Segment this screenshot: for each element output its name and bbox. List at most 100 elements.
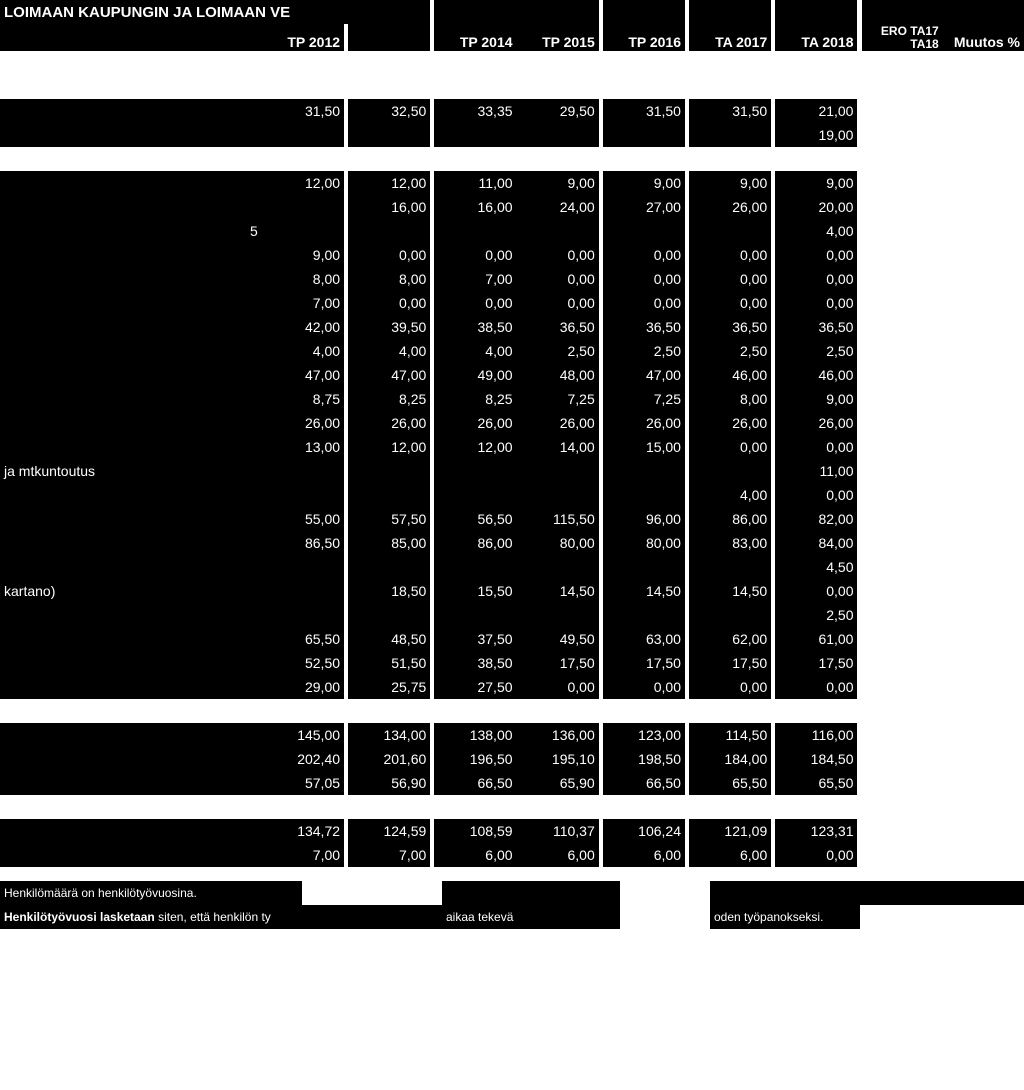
cell: 16,00 xyxy=(348,195,430,219)
cell-muutos xyxy=(943,603,1024,627)
cell: 21,00 xyxy=(775,99,857,123)
cell-ero xyxy=(862,219,943,243)
cell-muutos xyxy=(943,411,1024,435)
cell: 65,90 xyxy=(517,771,599,795)
note-row-1: Henkilömäärä on henkilötyövuosina. xyxy=(0,881,1024,905)
col-tp2012: TP 2012 xyxy=(262,24,344,51)
cell: 123,00 xyxy=(603,723,685,747)
cell: 31,50 xyxy=(689,99,771,123)
table-row: 65,5048,5037,5049,5063,0062,0061,00 xyxy=(0,627,1024,651)
cell: 195,10 xyxy=(517,747,599,771)
cell: 17,50 xyxy=(689,651,771,675)
cell: 24,00 xyxy=(517,195,599,219)
cell: 8,00 xyxy=(262,267,344,291)
cell-muutos xyxy=(943,675,1024,699)
cell xyxy=(689,603,771,627)
cell xyxy=(603,459,685,483)
cell: 7,00 xyxy=(434,267,516,291)
cell: 83,00 xyxy=(689,531,771,555)
note2c: aikaa tekevä xyxy=(442,905,620,929)
cell: 2,50 xyxy=(689,339,771,363)
cell: 12,00 xyxy=(434,435,516,459)
col-tp2014: TP 2014 xyxy=(434,24,516,51)
cell: 121,09 xyxy=(689,819,771,843)
cell: 13,00 xyxy=(262,435,344,459)
cell: 4,00 xyxy=(434,339,516,363)
col-tp2013 xyxy=(348,24,430,51)
cell-muutos xyxy=(943,459,1024,483)
table-row: 54,00 xyxy=(0,219,1024,243)
cell: 106,24 xyxy=(603,819,685,843)
table-row: 12,0012,0011,009,009,009,009,00 xyxy=(0,171,1024,195)
row-label xyxy=(0,363,262,387)
cell xyxy=(348,123,430,147)
row-label xyxy=(0,675,262,699)
cell: 57,05 xyxy=(262,771,344,795)
cell: 26,00 xyxy=(517,411,599,435)
table-row: 2,50 xyxy=(0,603,1024,627)
cell: 65,50 xyxy=(775,771,857,795)
cell: 8,25 xyxy=(434,387,516,411)
cell: 11,00 xyxy=(434,171,516,195)
cell: 4,00 xyxy=(775,219,857,243)
cell-ero xyxy=(862,555,943,579)
row-label: 5 xyxy=(0,219,262,243)
cell-ero xyxy=(862,531,943,555)
cell-muutos xyxy=(943,339,1024,363)
cell-muutos xyxy=(943,651,1024,675)
cell-ero xyxy=(862,363,943,387)
cell-ero xyxy=(862,99,943,123)
row-label xyxy=(0,123,262,147)
table-title: LOIMAAN KAUPUNGIN JA LOIMAAN VE xyxy=(0,0,430,24)
row-label xyxy=(0,555,262,579)
cell: 26,00 xyxy=(603,411,685,435)
cell xyxy=(348,483,430,507)
table-row: 4,50 xyxy=(0,555,1024,579)
cell-ero xyxy=(862,459,943,483)
cell: 0,00 xyxy=(689,267,771,291)
cell xyxy=(348,555,430,579)
cell: 2,50 xyxy=(603,339,685,363)
note1: Henkilömäärä on henkilötyövuosina. xyxy=(0,881,302,905)
cell: 96,00 xyxy=(603,507,685,531)
cell: 134,00 xyxy=(348,723,430,747)
cell: 65,50 xyxy=(262,627,344,651)
cell-ero xyxy=(862,771,943,795)
cell-ero xyxy=(862,843,943,867)
cell: 0,00 xyxy=(689,675,771,699)
cell: 0,00 xyxy=(689,291,771,315)
cell: 7,25 xyxy=(517,387,599,411)
cell-ero xyxy=(862,195,943,219)
cell xyxy=(262,123,344,147)
cell: 110,37 xyxy=(517,819,599,843)
row-label xyxy=(0,819,262,843)
cell: 0,00 xyxy=(517,267,599,291)
cell xyxy=(603,483,685,507)
cell: 116,00 xyxy=(775,723,857,747)
row-label xyxy=(0,291,262,315)
cell-ero xyxy=(862,171,943,195)
cell: 66,50 xyxy=(603,771,685,795)
row-label: ja mtkuntoutus xyxy=(0,459,344,483)
cell-muutos xyxy=(943,195,1024,219)
cell xyxy=(262,555,344,579)
cell-ero xyxy=(862,819,943,843)
cell: 184,00 xyxy=(689,747,771,771)
row-label xyxy=(0,267,262,291)
row-label xyxy=(0,243,262,267)
table-body: 31,5032,5033,3529,5031,5031,5021,0019,00… xyxy=(0,51,1024,867)
cell: 11,00 xyxy=(775,459,857,483)
cell-muutos xyxy=(943,171,1024,195)
cell: 0,00 xyxy=(517,243,599,267)
cell xyxy=(517,555,599,579)
cell: 0,00 xyxy=(775,579,857,603)
cell-ero xyxy=(862,747,943,771)
table-row: 4,004,004,002,502,502,502,50 xyxy=(0,339,1024,363)
cell: 25,75 xyxy=(348,675,430,699)
cell: 47,00 xyxy=(262,363,344,387)
cell: 86,00 xyxy=(434,531,516,555)
cell: 145,00 xyxy=(262,723,344,747)
cell xyxy=(517,459,599,483)
cell xyxy=(434,483,516,507)
cell-muutos xyxy=(943,555,1024,579)
